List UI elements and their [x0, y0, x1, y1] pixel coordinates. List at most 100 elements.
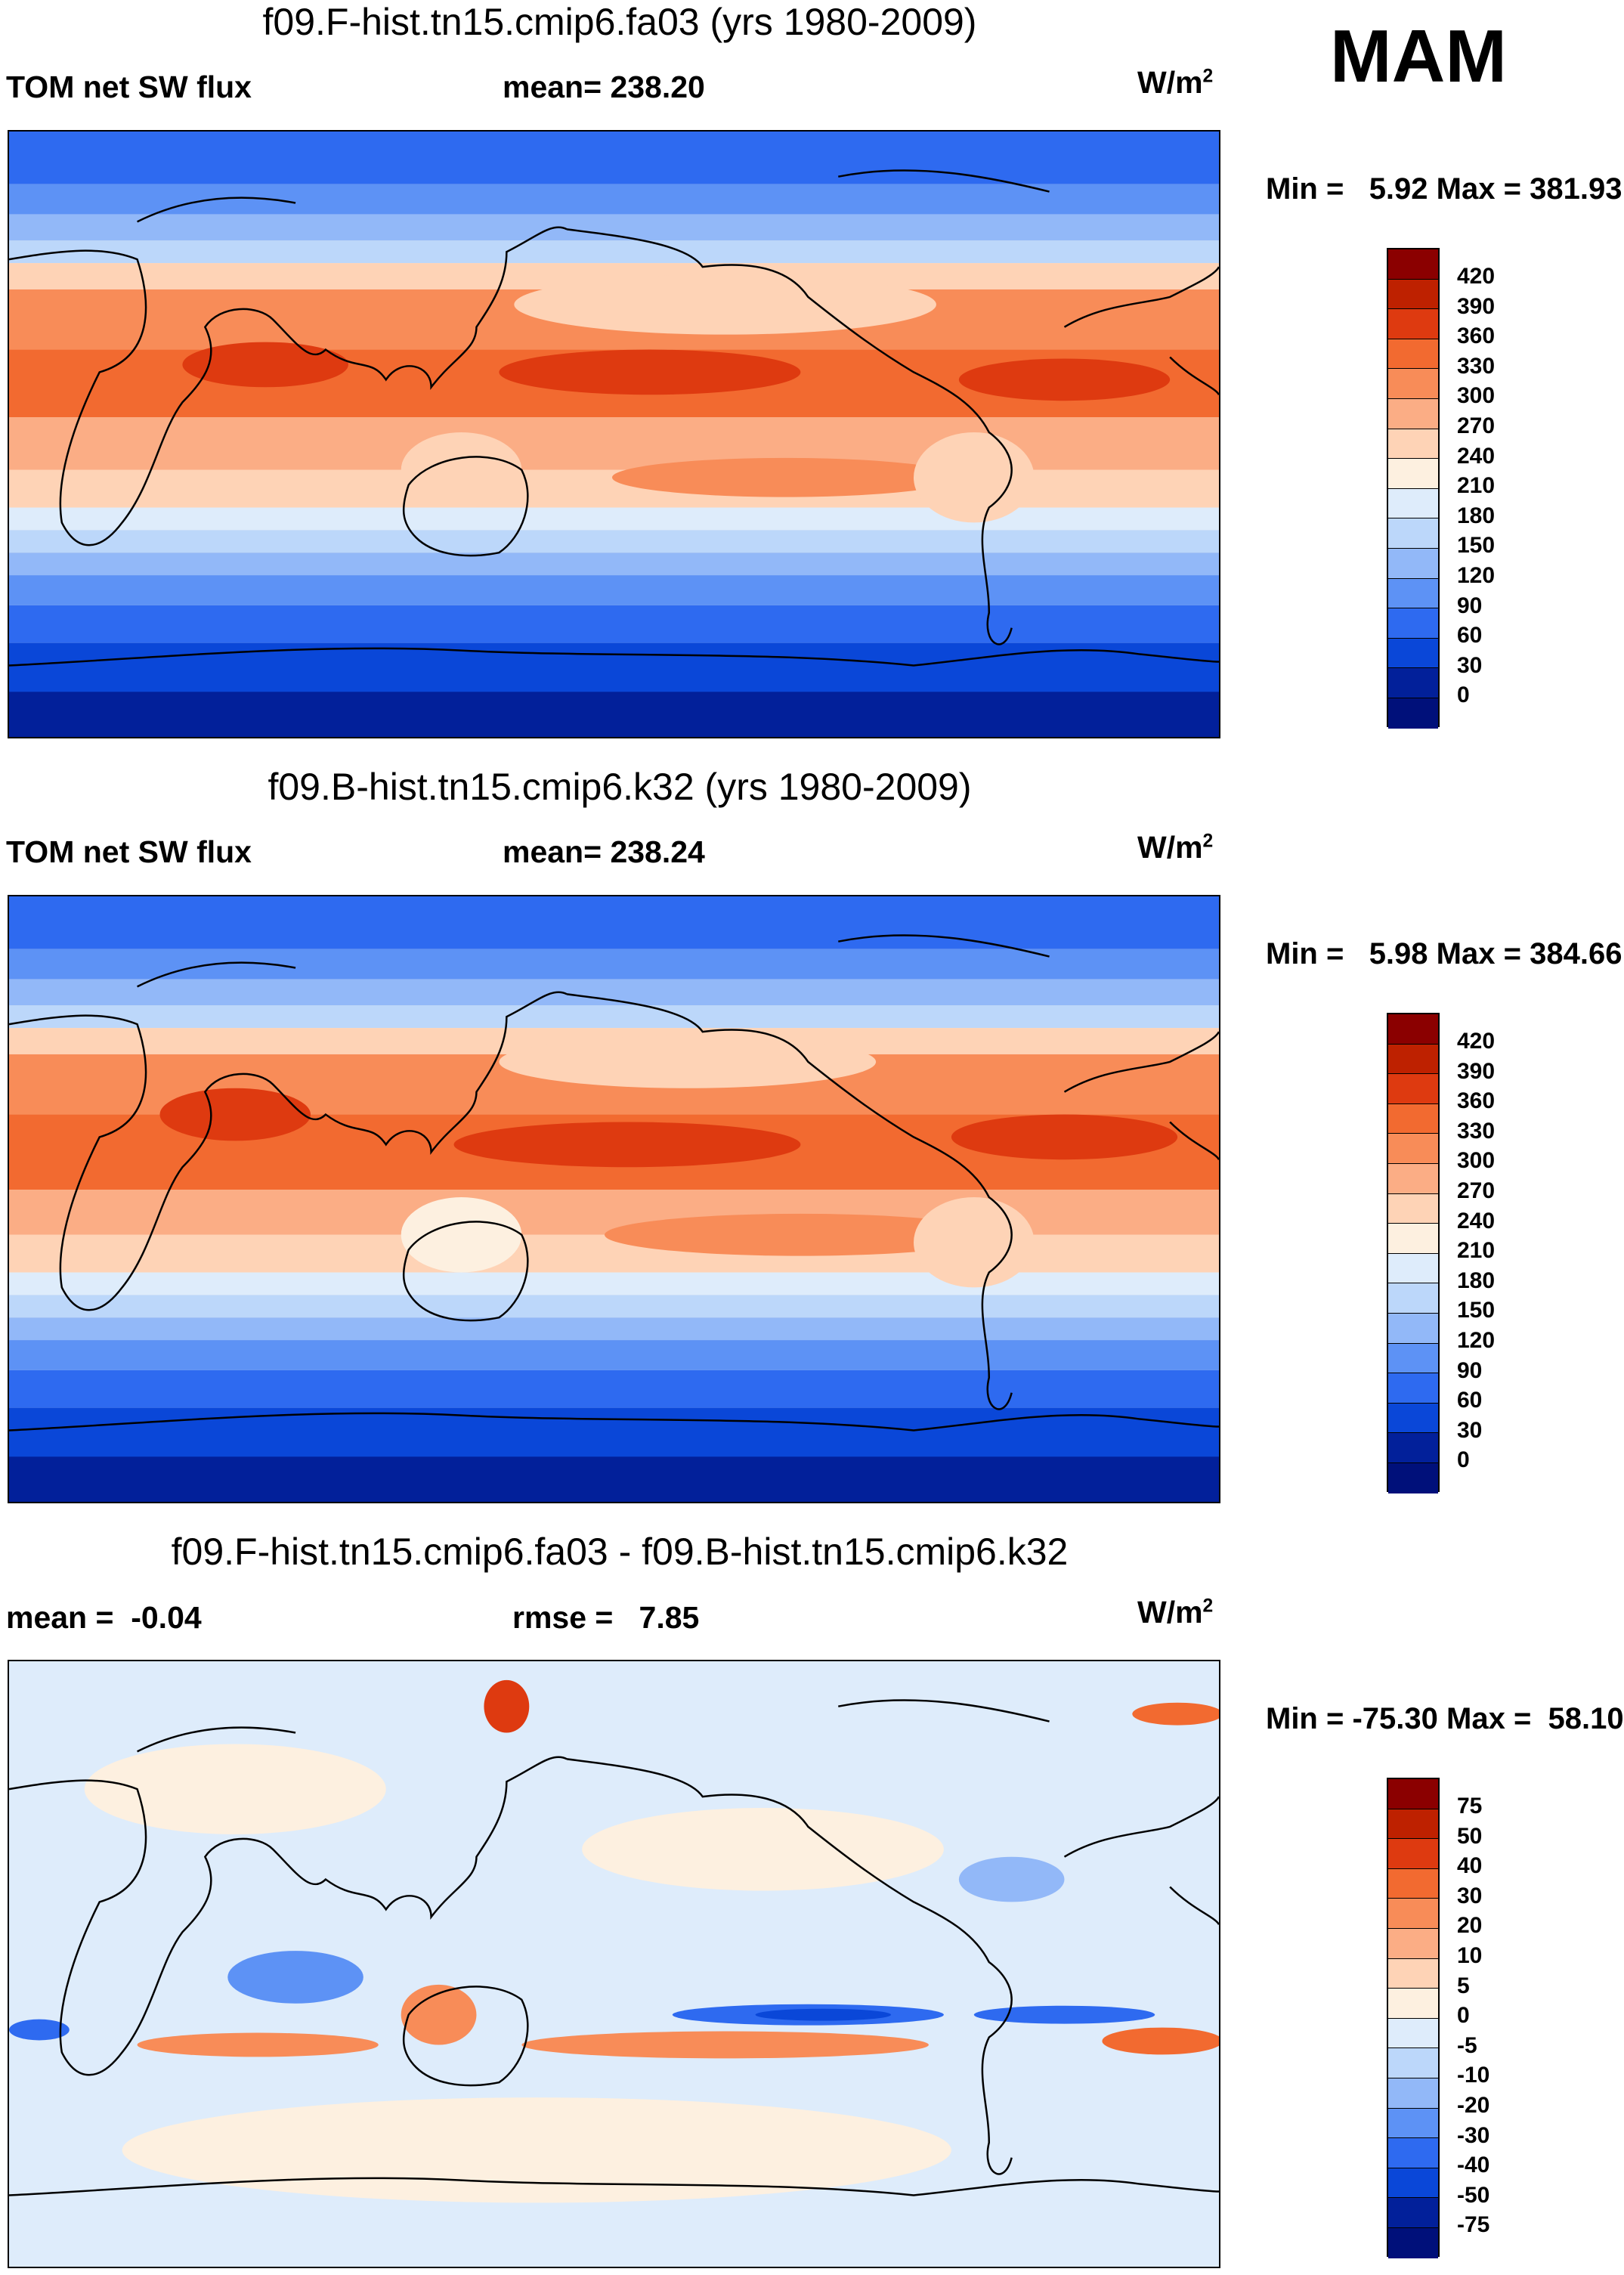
panel1-tick: 120 — [1457, 563, 1496, 588]
panel3-io-pos — [137, 2032, 379, 2057]
panel2-band — [9, 1295, 1219, 1318]
panel1-band — [9, 605, 1219, 643]
panel2-colorbar-swatch — [1388, 1224, 1438, 1254]
panel2-band — [9, 1370, 1219, 1408]
panel3-map-svg — [9, 1661, 1219, 2267]
panel2-arabian-max — [159, 1088, 311, 1141]
panel3-colorbar-swatch — [1388, 1809, 1438, 1840]
panel2-colorbar — [1387, 1013, 1440, 1493]
panel2-colorbar-swatch — [1388, 1403, 1438, 1434]
panel3-atl-min — [973, 2005, 1155, 2024]
panel2-tick: 240 — [1457, 1209, 1496, 1233]
panel1-colorbar-swatch — [1388, 548, 1438, 579]
panel1-coastlines — [9, 169, 1219, 667]
panel2-tick: 0 — [1457, 1447, 1470, 1472]
panel3-colorbar-swatch — [1388, 2048, 1438, 2078]
panel3-coastlines — [9, 1699, 1219, 2196]
panel1-colorbar-swatch — [1388, 608, 1438, 639]
panel1-tick: 90 — [1457, 593, 1483, 618]
panel3-title: f09.F-hist.tn15.cmip6.fa03 - f09.B-hist.… — [171, 1531, 1069, 1573]
panel1-band — [9, 417, 1219, 470]
panel2-colorbar-swatch — [1388, 1103, 1438, 1134]
panel1-colorbar-swatch — [1388, 698, 1438, 729]
panel1-australia — [401, 432, 522, 508]
panel2-tick: 390 — [1457, 1059, 1496, 1084]
panel3-tick: -5 — [1457, 2033, 1477, 2058]
panel3-tick: 50 — [1457, 1824, 1483, 1849]
panel1-colorbar-swatch — [1388, 398, 1438, 429]
panel1-tick: 60 — [1457, 623, 1483, 648]
panel3-tick: 5 — [1457, 1973, 1470, 1998]
panel1-colorbar-swatch — [1388, 339, 1438, 370]
panel3-colorbar-swatch — [1388, 1839, 1438, 1869]
panel3-colorbar-swatch — [1388, 2108, 1438, 2139]
panel1-map-svg — [9, 132, 1219, 737]
panel3-tick: 0 — [1457, 2003, 1470, 2028]
panel3-colorbar-swatch — [1388, 2018, 1438, 2049]
panel3-colorbar-swatch — [1388, 1779, 1438, 1809]
panel1-atlantic-max — [958, 358, 1171, 401]
panel3-units: W/m2 — [1137, 1595, 1214, 1630]
panel2-band — [9, 1340, 1219, 1370]
panel1-colorbar-swatch — [1388, 309, 1438, 339]
panel1-tick: 360 — [1457, 323, 1496, 348]
panel2-atlantic-max — [951, 1114, 1178, 1160]
panel1-tick: 30 — [1457, 653, 1483, 678]
season-label: MAM — [1330, 14, 1508, 98]
panel2-tick: 420 — [1457, 1029, 1496, 1054]
panel1-tick: 270 — [1457, 413, 1496, 438]
panel3-colorbar-swatch — [1388, 2168, 1438, 2199]
panel1-antarctica-fill — [9, 692, 1219, 737]
panel1-colorbar — [1387, 248, 1440, 729]
panel2-variable-label: TOM net SW flux — [6, 834, 252, 869]
panel1-band — [9, 552, 1219, 576]
panel2-map-svg — [9, 896, 1219, 1502]
panel3-colorbar-swatch — [1388, 1989, 1438, 2019]
panel2-amazon — [914, 1197, 1035, 1288]
panel3-mean-label: mean = -0.04 — [6, 1600, 202, 1635]
panel3-kamchatka-max — [484, 1679, 530, 1733]
panel3-tick: -30 — [1457, 2123, 1490, 2148]
panel1-tick: 180 — [1457, 503, 1496, 528]
panel2-band-arctic — [9, 896, 1219, 949]
panel2-band — [9, 1317, 1219, 1341]
panel1-tick: 240 — [1457, 444, 1496, 469]
panel1-units: W/m2 — [1137, 65, 1214, 100]
panel1-amazon — [914, 432, 1035, 523]
panel2-tick: 150 — [1457, 1298, 1496, 1323]
panel3-colorbar — [1387, 1778, 1440, 2258]
panel3-tick: 20 — [1457, 1913, 1483, 1938]
panel1-map — [8, 130, 1220, 738]
panel1-band — [9, 240, 1219, 264]
panel3-atl-itcz-pos — [1102, 2027, 1219, 2055]
panel1-colorbar-swatch — [1388, 369, 1438, 399]
panel1-colorbar-swatch — [1388, 488, 1438, 519]
panel3-colorbar-swatch — [1388, 1899, 1438, 1929]
panel1-tick: 0 — [1457, 682, 1470, 707]
panel2-colorbar-swatch — [1388, 1253, 1438, 1284]
panel2-coastlines — [9, 934, 1219, 1432]
panel2-colorbar-swatch — [1388, 1283, 1438, 1314]
panel1-colorbar-swatch — [1388, 249, 1438, 280]
panel1-pacific-max — [499, 349, 801, 395]
panel3-tick: -50 — [1457, 2183, 1490, 2208]
panel2-units: W/m2 — [1137, 830, 1214, 865]
panel3-tick: 75 — [1457, 1794, 1483, 1818]
panel3-west-min — [9, 2019, 70, 2041]
panel1-minmax: Min = 5.92 Max = 381.93 — [1266, 172, 1622, 206]
panel3-colorbar-swatch — [1388, 1928, 1438, 1959]
panel1-colorbar-swatch — [1388, 638, 1438, 669]
panel3-map — [8, 1660, 1220, 2268]
panel2-pacific-max — [453, 1122, 801, 1168]
panel1-variable-label: TOM net SW flux — [6, 70, 252, 104]
panel1-tick: 210 — [1457, 473, 1496, 498]
panel1-colorbar-swatch — [1388, 279, 1438, 310]
panel3-colorbar-swatch — [1388, 1868, 1438, 1899]
panel2-minmax: Min = 5.98 Max = 384.66 — [1266, 937, 1622, 970]
panel3-minmax: Min = -75.30 Max = 58.10 — [1266, 1702, 1624, 1735]
panel3-atl-neg — [958, 1856, 1065, 1902]
panel3-india-min — [227, 1951, 363, 2004]
panel2-colorbar-swatch — [1388, 1343, 1438, 1374]
panel1-tick: 420 — [1457, 264, 1496, 289]
panel2-antarctica-fill — [9, 1456, 1219, 1502]
